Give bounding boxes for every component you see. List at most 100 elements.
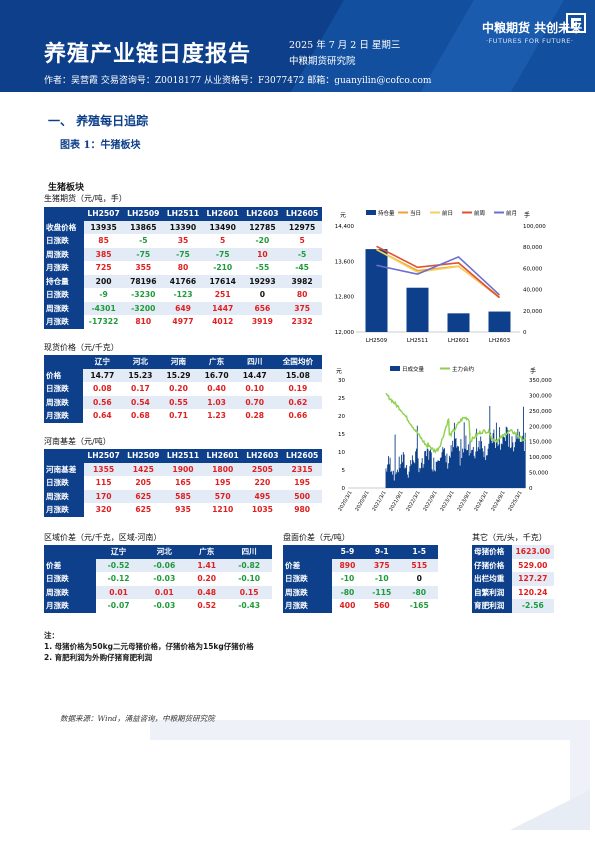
row-label: 日涨跌 — [44, 476, 84, 490]
row-label: 价差 — [44, 558, 96, 572]
table-cell: 890 — [331, 558, 364, 572]
column-header — [44, 545, 96, 559]
column-header: LH2605 — [282, 449, 322, 463]
table-cell: 10 — [242, 247, 283, 261]
table-cell: 0.10 — [245, 384, 265, 394]
x-tick-label: LH2509 — [366, 338, 388, 344]
row-label: 日涨跌 — [44, 572, 96, 586]
table-cell: -55 — [255, 263, 270, 273]
y-tick-label-right: 350,000 — [529, 378, 552, 384]
section-title: 一、 养殖每日追踪 — [48, 114, 149, 128]
table-cell: 656 — [242, 301, 283, 315]
bar-open-interest — [365, 249, 388, 332]
table-cell: 0.40 — [207, 384, 226, 394]
company-logo-icon — [566, 13, 586, 33]
y-tick-label-left: 13,600 — [335, 259, 355, 265]
table-cell: 375 — [363, 558, 401, 572]
table-cell: 0.68 — [131, 411, 150, 421]
table-cell: 570 — [202, 489, 243, 503]
data-source: 数据来源：Wind，涌益咨询，中粮期货研究院 — [60, 714, 215, 723]
table-cell: -5 — [282, 247, 322, 261]
table-cell: 529.00 — [518, 560, 548, 570]
table-cell: 12975 — [282, 220, 322, 234]
table-cell: -5 — [139, 236, 148, 246]
legend-label: 持仓量 — [378, 209, 395, 217]
column-header: LH2507 — [83, 449, 124, 463]
report-header: 养殖产业链日度报告 2025 年 7 月 2 日 星期三 中粮期货研究院 中粮期… — [0, 0, 595, 92]
table-cell: -3200 — [123, 301, 164, 315]
other-table: 母猪价格 1623.00 仔猪价格 529.00 出栏均重 127.27 自繁利润 120.2… — [472, 545, 554, 613]
column-header: LH2509 — [123, 449, 164, 463]
table-cell: 1.03 — [197, 395, 236, 409]
table-row: 仔猪价格 529.00 — [472, 558, 554, 572]
y-axis-unit-left: 元 — [340, 212, 346, 219]
spread-table-caption: 盘面价差（元/吨） — [283, 533, 350, 542]
column-header: 1-5 — [400, 545, 438, 559]
table-cell: 1.23 — [207, 411, 226, 421]
column-header: 辽宁 — [83, 355, 122, 369]
y-tick-label-left: 10 — [338, 450, 345, 456]
table-row: 收盘价格 13935 13865 13390 13490 12785 12975 — [44, 220, 322, 234]
column-header: 河南 — [159, 355, 198, 369]
y-axis-unit-right: 手 — [530, 367, 536, 375]
table-cell: -2.56 — [511, 599, 554, 613]
y-tick-label-right: 0 — [523, 330, 527, 336]
block-title: 生猪板块 — [48, 183, 85, 193]
table-cell: 0 — [259, 290, 266, 300]
table-cell: -0.12 — [107, 574, 130, 584]
table-cell: 0.15 — [226, 585, 272, 599]
y-tick-label-right: 250,000 — [529, 409, 552, 415]
x-tick-label: 2023/9/1 — [456, 490, 472, 512]
table-cell: -3230 — [131, 290, 156, 300]
table-row: 周涨跌 -4301 -3200 649 1447 656 375 — [44, 301, 322, 315]
table-cell: -45 — [295, 263, 309, 273]
table-cell: 170 — [83, 489, 124, 503]
spot-table: 辽宁 河北 河南 广东 四川 全国均价 价格 14.77 15.23 15.29 16.70 14.4… — [44, 355, 322, 423]
y-tick-label-right: 100,000 — [529, 455, 552, 461]
table-cell: 17614 — [202, 274, 243, 288]
table-cell: 1035 — [251, 505, 273, 515]
table-cell: 625 — [135, 505, 152, 515]
table-cell: -0.52 — [95, 558, 142, 572]
column-header: 全国均价 — [273, 355, 322, 369]
table-cell: 251 — [214, 290, 231, 300]
x-tick-label: 2025/3/1 — [507, 490, 523, 512]
table-row: 月涨跌 400 560 -165 — [283, 599, 438, 613]
table-cell: -0.03 — [153, 601, 176, 611]
y-tick-label-left: 12,800 — [335, 295, 355, 301]
row-label: 周涨跌 — [44, 585, 96, 599]
y-axis-unit-left: 元 — [336, 368, 342, 375]
column-header: LH2603 — [242, 449, 283, 463]
table-row: 自繁利润 120.24 — [472, 585, 554, 599]
table-row: 日涨跌 -9 -3230 -123 251 0 80 — [44, 288, 322, 302]
table-cell: 78196 — [123, 274, 164, 288]
table-cell: 560 — [373, 601, 390, 611]
note-line: 注： — [44, 631, 59, 640]
legend-label: 当日 — [410, 209, 421, 217]
table-cell: 0.70 — [235, 395, 274, 409]
table-cell: 12785 — [242, 220, 283, 234]
table-cell: 205 — [135, 478, 152, 488]
y-tick-label-left: 30 — [338, 378, 345, 384]
legend-label: 前周 — [474, 209, 485, 217]
note-line: 1. 母猪价格为50kg二元母猪价格，仔猪价格为15kg仔猪价格 — [44, 642, 254, 651]
table-cell: -4301 — [83, 301, 124, 315]
x-tick-label: 2023/3/1 — [439, 490, 455, 512]
table-cell: -9 — [99, 290, 108, 300]
table-cell: -75 — [163, 247, 203, 261]
table-cell: 127.27 — [511, 572, 554, 586]
watermark-decoration — [150, 720, 590, 830]
table-cell: 15.29 — [159, 368, 198, 382]
table-cell: 5 — [299, 236, 305, 246]
table-cell: 725 — [95, 263, 112, 273]
column-header — [283, 545, 332, 559]
column-header: LH2509 — [123, 207, 164, 221]
x-tick-label: 2021/9/1 — [388, 490, 404, 512]
spread-table: 5-9 9-1 1-5 价差 890 375 515 日涨跌 -10 -10 0 周涨跌 -80 -115… — [283, 545, 438, 613]
table-cell: 0.62 — [273, 395, 322, 409]
table-cell: -0.06 — [141, 558, 188, 572]
table-cell: 2315 — [282, 462, 322, 476]
x-tick-label: 2024/9/1 — [490, 490, 506, 512]
table-cell: 120.24 — [518, 587, 548, 597]
table-cell: -80 — [331, 585, 364, 599]
